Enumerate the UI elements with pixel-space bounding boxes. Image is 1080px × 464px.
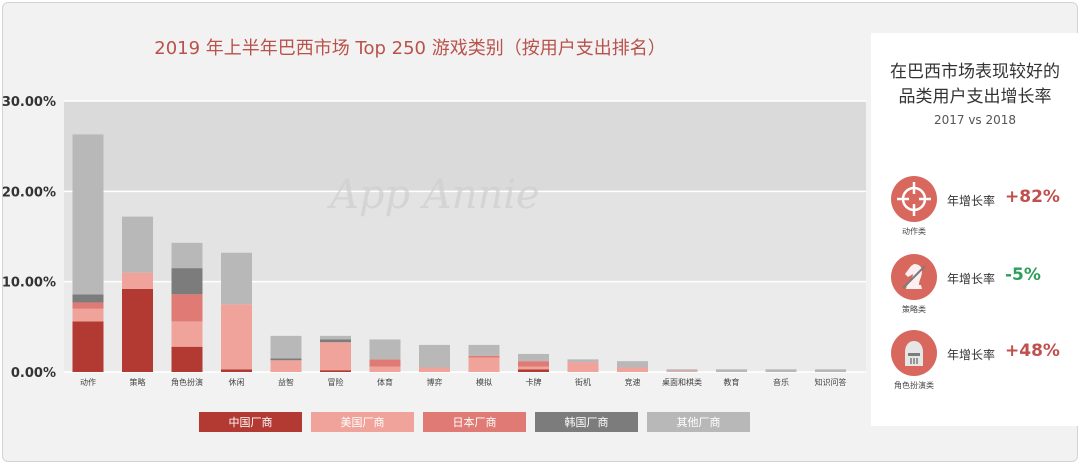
growth-panel-title: 在巴西市场表现较好的 品类用户支出增长率 xyxy=(871,60,1079,110)
bar-segment xyxy=(221,304,252,370)
bar-segment xyxy=(320,339,351,343)
bar-segment xyxy=(72,302,104,309)
legend-item: 其他厂商 xyxy=(647,412,750,432)
metric-value: -5% xyxy=(1005,265,1041,285)
metric-row-action: 动作类 年增长率 +82% xyxy=(871,176,1079,236)
metric-label: 年增长率 xyxy=(947,272,996,286)
metric-value: +82% xyxy=(1005,187,1060,207)
bar-segment xyxy=(270,360,302,372)
bar-segment xyxy=(171,242,203,269)
metric-value: +48% xyxy=(1005,341,1060,361)
bar-segment xyxy=(122,216,153,273)
x-tick-label: 博弈 xyxy=(427,377,443,387)
y-tick-label: 10.00% xyxy=(2,276,56,291)
bar-segment xyxy=(171,294,203,322)
bar-segment xyxy=(171,346,203,372)
x-tick-label: 桌面和棋类 xyxy=(662,377,702,387)
chess-knight-icon xyxy=(891,254,937,300)
bar-segment xyxy=(567,362,599,372)
metric-row-strategy: 策略类 年增长率 -5% xyxy=(871,254,1079,314)
bar-segment xyxy=(72,321,104,372)
x-tick-label: 卡牌 xyxy=(526,377,542,387)
bar-segment xyxy=(468,355,500,358)
bar-segment xyxy=(518,366,549,370)
bar-segment xyxy=(369,359,401,367)
chart-title: 2019 年上半年巴西市场 Top 250 游戏类别（按用户支出排名） xyxy=(154,38,666,59)
legend-item: 日本厂商 xyxy=(423,412,526,432)
x-tick-label: 策略 xyxy=(130,377,146,387)
crosshair-icon xyxy=(891,176,937,222)
bar-segment xyxy=(815,369,846,372)
x-tick-label: 益智 xyxy=(278,377,294,387)
bar-segment xyxy=(419,344,450,368)
bar-segment xyxy=(221,252,252,305)
x-tick-label: 模拟 xyxy=(476,377,492,387)
chart-legend: 中国厂商 美国厂商 日本厂商 韩国厂商 其他厂商 xyxy=(199,412,750,432)
bar-segment xyxy=(567,359,599,363)
bar-segment xyxy=(666,369,698,372)
metric-category: 动作类 xyxy=(902,227,926,236)
bar-segment xyxy=(270,335,302,359)
bar-segment xyxy=(518,369,549,372)
growth-panel: 在巴西市场表现较好的 品类用户支出增长率 2017 vs 2018 动作类 年增… xyxy=(871,33,1079,426)
x-tick-label: 教育 xyxy=(724,377,740,387)
x-tick-label: 动作 xyxy=(80,377,96,387)
growth-panel-title-line2: 品类用户支出增长率 xyxy=(898,87,1052,107)
metric-label: 年增长率 xyxy=(947,348,996,362)
y-tick-label: 30.00% xyxy=(2,95,56,110)
y-tick-label: 0.00% xyxy=(11,366,56,381)
x-tick-label: 休闲 xyxy=(229,377,245,387)
bar-segment xyxy=(171,268,203,295)
bar-segment xyxy=(320,335,351,340)
bar-segment xyxy=(72,308,104,322)
bar-segment xyxy=(72,134,104,295)
x-tick-label: 街机 xyxy=(575,377,591,387)
bar-segment xyxy=(171,321,203,347)
x-tick-label: 竞速 xyxy=(625,377,641,387)
knight-helmet-icon xyxy=(891,330,937,376)
app-annie-watermark: App Annie xyxy=(330,172,540,218)
metric-label: 年增长率 xyxy=(947,194,996,208)
bar-segment xyxy=(72,294,104,303)
bar-segment xyxy=(617,361,648,368)
bar-segment xyxy=(468,357,500,372)
bar-segment xyxy=(518,361,549,367)
bar-segment xyxy=(666,371,698,372)
growth-panel-title-line1: 在巴西市场表现较好的 xyxy=(890,62,1060,82)
legend-item: 中国厂商 xyxy=(199,412,302,432)
bar-segment xyxy=(320,370,351,372)
y-tick-label: 20.00% xyxy=(2,185,56,200)
bar-segment xyxy=(518,353,549,362)
x-tick-label: 体育 xyxy=(377,377,393,387)
bar-segment xyxy=(369,339,401,360)
bar-segment xyxy=(270,358,302,361)
x-tick-label: 角色扮演 xyxy=(171,377,203,387)
plot-band xyxy=(64,101,866,192)
bar-segment xyxy=(221,369,252,372)
metric-category: 角色扮演类 xyxy=(894,381,934,390)
bar-segment xyxy=(122,288,153,372)
bar-segment xyxy=(369,366,401,372)
growth-panel-subtitle: 2017 vs 2018 xyxy=(933,113,1017,127)
bar-segment xyxy=(122,272,153,289)
bar-segment xyxy=(617,367,648,372)
x-tick-label: 冒险 xyxy=(328,377,344,387)
bar-segment xyxy=(765,369,797,372)
metric-row-rpg: 角色扮演类 年增长率 +48% xyxy=(871,330,1079,390)
bar-segment xyxy=(320,342,351,371)
x-tick-label: 音乐 xyxy=(773,377,789,387)
metric-category: 策略类 xyxy=(902,305,926,314)
x-tick-label: 知识问答 xyxy=(815,377,847,387)
bar-segment xyxy=(419,367,450,372)
bar-segment xyxy=(468,344,500,356)
legend-item: 美国厂商 xyxy=(311,412,414,432)
legend-item: 韩国厂商 xyxy=(535,412,638,432)
bar-segment xyxy=(716,369,747,372)
